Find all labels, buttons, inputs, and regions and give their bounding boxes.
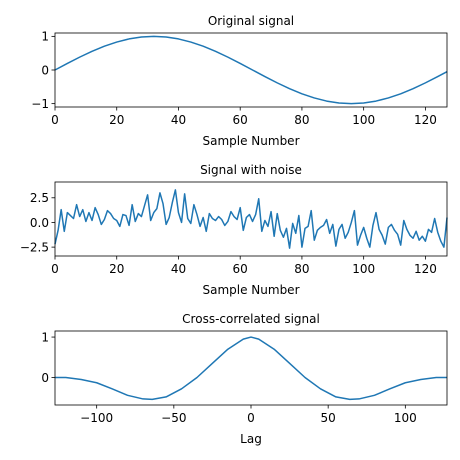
series-line (54, 189, 448, 249)
y-tick-label: 0 (41, 371, 49, 385)
x-tick-label: 60 (233, 262, 248, 276)
x-tick-label: 120 (414, 262, 437, 276)
y-tick-label: 0 (41, 63, 49, 77)
y-tick-label: 2.5 (30, 191, 49, 205)
x-tick-label: 100 (352, 113, 375, 127)
x-tick-label: 0 (247, 411, 255, 425)
x-tick-label: 80 (294, 262, 309, 276)
x-axis-label: Lag (240, 432, 262, 446)
x-axis-label: Sample Number (202, 134, 299, 148)
x-tick-label: 120 (414, 113, 437, 127)
y-tick-label: −2.5 (20, 240, 49, 254)
x-tick-label: 80 (294, 113, 309, 127)
x-tick-label: 20 (109, 262, 124, 276)
plot-frame (54, 330, 448, 406)
x-axis-label: Sample Number (202, 283, 299, 297)
y-tick-label: 1 (41, 330, 49, 344)
x-tick-label: 20 (109, 113, 124, 127)
x-tick-label: −100 (80, 411, 113, 425)
x-tick-label: −50 (161, 411, 186, 425)
x-tick-label: 40 (171, 113, 186, 127)
chart-title: Original signal (208, 14, 294, 28)
x-tick-label: 100 (352, 262, 375, 276)
x-tick-label: 50 (321, 411, 336, 425)
x-tick-label: 0 (51, 262, 59, 276)
y-tick-label: 1 (41, 30, 49, 44)
chart-title: Signal with noise (200, 163, 302, 177)
subplot-cross-correlated-signal: Cross-correlated signal −100 −50 0 50 100 1 0 La… (41, 312, 448, 446)
y-tick-label: 0.0 (30, 216, 49, 230)
y-tick-label: −1 (31, 97, 49, 111)
chart-title: Cross-correlated signal (182, 312, 320, 326)
series-line (55, 336, 447, 401)
x-tick-label: 100 (394, 411, 417, 425)
x-tick-label: 60 (233, 113, 248, 127)
x-tick-label: 40 (171, 262, 186, 276)
x-tick-label: 0 (51, 113, 59, 127)
series-line (54, 35, 448, 105)
subplot-signal-with-noise: Signal with noise 0 20 40 60 80 100 120 2.5 0.0 −2… (20, 163, 448, 297)
plot-frame (54, 181, 448, 257)
